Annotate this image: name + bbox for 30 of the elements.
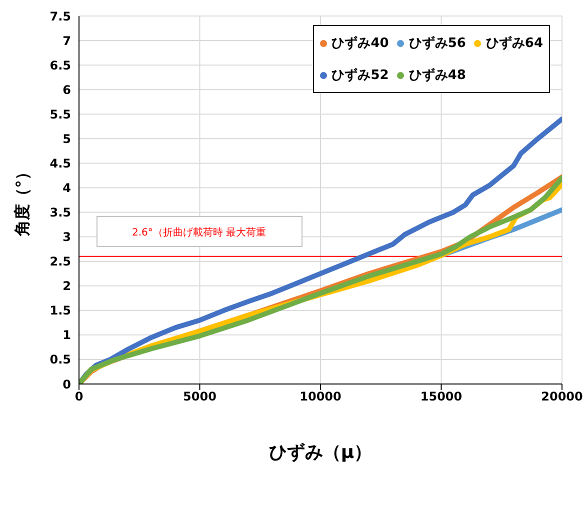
- y-tick-label: 2.5: [50, 254, 71, 269]
- y-tick-label: 5: [62, 132, 71, 146]
- y-tick-label: 4.5: [50, 156, 71, 170]
- label-frame: 2.6°（折曲げ載荷時 最大荷重: [96, 216, 302, 247]
- y-axis-title: 角度（°）: [12, 164, 32, 237]
- y-tick-label: 3: [62, 230, 71, 244]
- ref-line-label: 2.6°（折曲げ載荷時 最大荷重: [132, 226, 266, 238]
- y-tick-label: 7: [62, 34, 71, 48]
- legend-label: ひずみ40: [332, 35, 389, 52]
- legend-label: ひずみ56: [408, 35, 466, 52]
- x-tick-label: 0: [74, 390, 84, 404]
- x-tick-label: 20000: [541, 390, 583, 404]
- y-tick-label: 7.5: [50, 9, 71, 24]
- y-tick-label: 6: [62, 82, 71, 97]
- y-tick-label: 3.5: [50, 206, 71, 220]
- x-tick-label: 15000: [420, 390, 462, 404]
- x-tick-label: 5000: [183, 390, 216, 404]
- y-tick-label: 0.5: [50, 352, 71, 367]
- legend-label: ひずみ52: [332, 67, 389, 84]
- y-tick-label: 1: [62, 328, 71, 342]
- y-tick-label: 4: [62, 180, 71, 195]
- legend-label: ひずみ48: [408, 67, 466, 84]
- y-tick-label: 1.5: [50, 304, 71, 318]
- y-tick-label: 5.5: [50, 107, 71, 122]
- y-tick-label: 2: [62, 279, 71, 294]
- legend-label: ひずみ64: [486, 35, 543, 52]
- x-tick-label: 10000: [300, 390, 342, 404]
- y-tick-label: 0: [62, 377, 71, 392]
- x-axis-title: ひずみ（μ）: [268, 442, 372, 463]
- y-tick-label: 6.5: [50, 58, 71, 72]
